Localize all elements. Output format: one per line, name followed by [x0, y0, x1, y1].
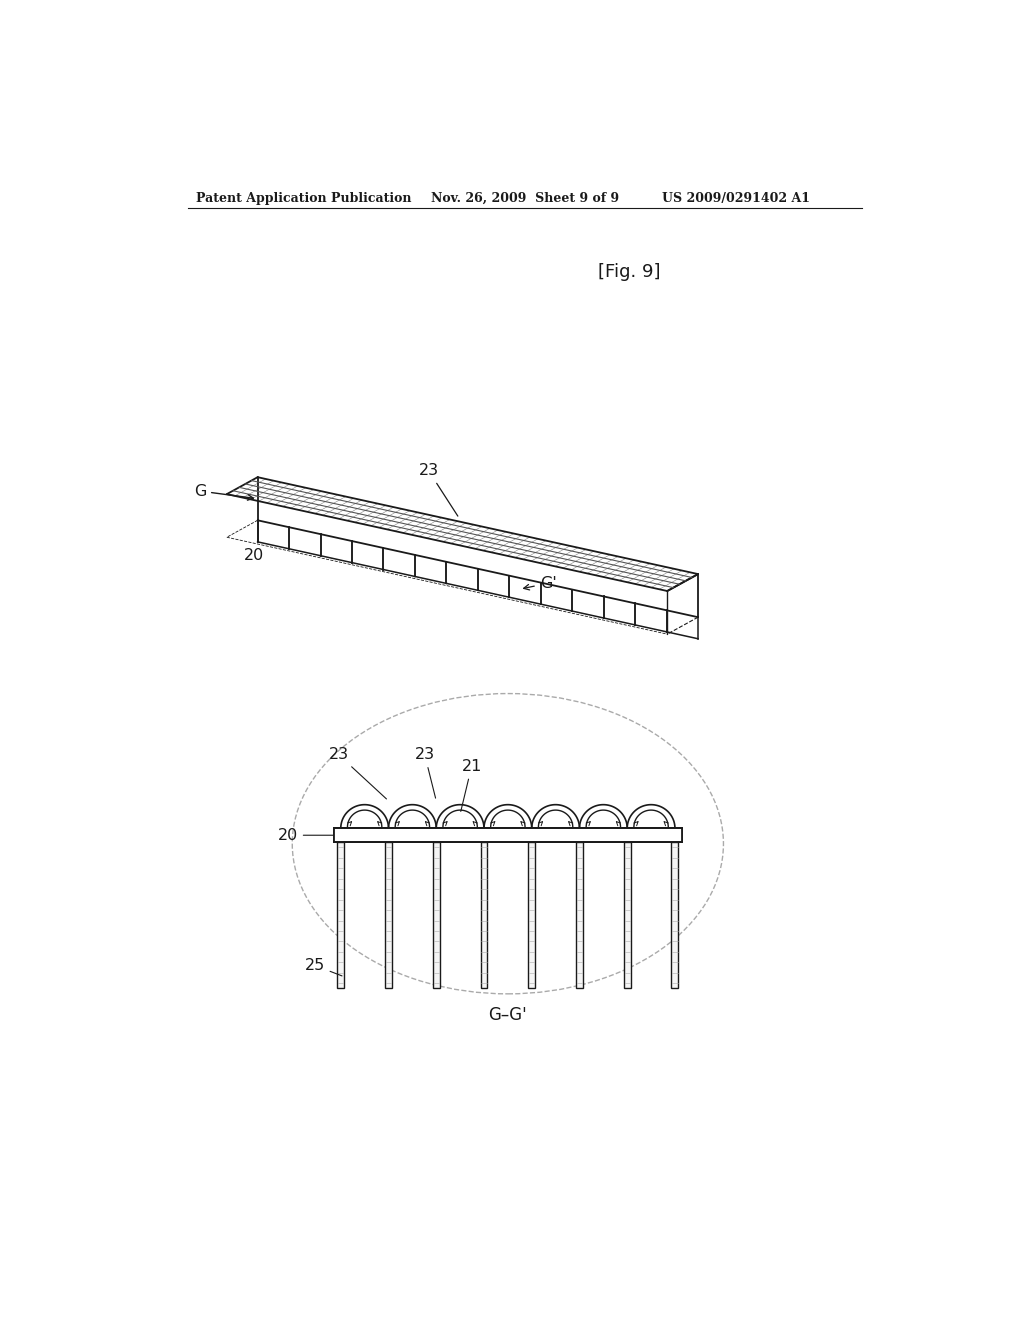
- Text: G–G': G–G': [488, 1006, 527, 1024]
- Bar: [624, 842, 631, 989]
- Text: G': G': [523, 576, 556, 591]
- Bar: [577, 842, 583, 989]
- Text: 23: 23: [329, 747, 386, 799]
- Text: 25: 25: [304, 958, 342, 975]
- Text: [Fig. 9]: [Fig. 9]: [598, 264, 660, 281]
- Text: Patent Application Publication: Patent Application Publication: [196, 191, 412, 205]
- Text: 23: 23: [415, 747, 435, 799]
- Bar: [672, 842, 679, 989]
- Text: US 2009/0291402 A1: US 2009/0291402 A1: [662, 191, 810, 205]
- Polygon shape: [258, 520, 698, 639]
- Text: 21: 21: [461, 759, 482, 812]
- Bar: [433, 842, 439, 989]
- Text: 20: 20: [278, 828, 335, 842]
- Bar: [480, 842, 487, 989]
- Bar: [385, 842, 392, 989]
- Text: Nov. 26, 2009  Sheet 9 of 9: Nov. 26, 2009 Sheet 9 of 9: [431, 191, 618, 205]
- Text: G: G: [194, 483, 253, 500]
- Bar: [337, 842, 344, 989]
- Bar: [528, 842, 536, 989]
- Text: 23: 23: [419, 463, 458, 516]
- Bar: [334, 829, 682, 842]
- Bar: [334, 829, 682, 842]
- Text: 20: 20: [244, 548, 264, 564]
